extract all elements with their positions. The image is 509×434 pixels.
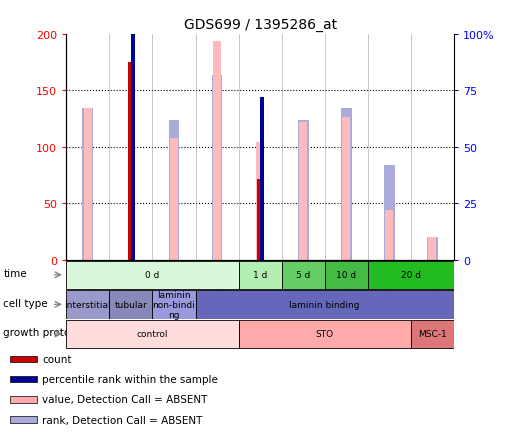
Bar xyxy=(211,76,222,260)
Text: growth protocol: growth protocol xyxy=(4,328,86,338)
Bar xyxy=(84,109,92,260)
Bar xyxy=(299,123,306,260)
Bar xyxy=(213,42,220,260)
Bar xyxy=(428,238,435,260)
Bar xyxy=(66,290,109,319)
Text: time: time xyxy=(4,269,27,279)
Bar xyxy=(340,109,351,260)
Text: laminin
non-bindi
ng: laminin non-bindi ng xyxy=(152,290,195,319)
Text: 5 d: 5 d xyxy=(295,271,310,279)
Bar xyxy=(238,320,410,349)
Bar xyxy=(128,63,134,260)
Bar xyxy=(297,121,308,260)
Bar xyxy=(195,290,453,319)
Bar xyxy=(342,118,349,260)
Text: value, Detection Call = ABSENT: value, Detection Call = ABSENT xyxy=(42,395,208,404)
Bar xyxy=(66,320,238,349)
Text: percentile rank within the sample: percentile rank within the sample xyxy=(42,374,218,384)
Bar xyxy=(383,166,394,260)
Bar xyxy=(281,261,324,289)
Text: STO: STO xyxy=(315,330,333,339)
Title: GDS699 / 1395286_at: GDS699 / 1395286_at xyxy=(183,18,336,32)
Bar xyxy=(367,261,453,289)
Text: rank, Detection Call = ABSENT: rank, Detection Call = ABSENT xyxy=(42,414,203,424)
Bar xyxy=(10,396,38,403)
Text: control: control xyxy=(136,330,168,339)
Text: 10 d: 10 d xyxy=(335,271,356,279)
Bar xyxy=(152,290,195,319)
Bar xyxy=(260,98,264,260)
Bar xyxy=(170,138,178,260)
Bar xyxy=(10,416,38,423)
Bar xyxy=(131,0,135,260)
Text: tubular: tubular xyxy=(115,300,147,309)
Text: interstitial: interstitial xyxy=(65,300,111,309)
Bar xyxy=(257,179,263,260)
Text: MSC-1: MSC-1 xyxy=(417,330,446,339)
Bar xyxy=(426,238,437,260)
Text: 1 d: 1 d xyxy=(252,271,267,279)
Text: cell type: cell type xyxy=(4,298,48,308)
Bar xyxy=(168,121,179,260)
Text: count: count xyxy=(42,354,72,364)
Text: 20 d: 20 d xyxy=(400,271,420,279)
Text: 0 d: 0 d xyxy=(145,271,159,279)
Bar xyxy=(66,261,238,289)
Bar xyxy=(324,261,367,289)
Bar xyxy=(82,109,93,260)
Text: laminin binding: laminin binding xyxy=(289,300,359,309)
Bar xyxy=(256,143,264,260)
Bar xyxy=(410,320,453,349)
Bar xyxy=(238,261,281,289)
Bar xyxy=(10,376,38,382)
Bar xyxy=(10,356,38,362)
Bar xyxy=(109,290,152,319)
Bar xyxy=(385,211,392,260)
